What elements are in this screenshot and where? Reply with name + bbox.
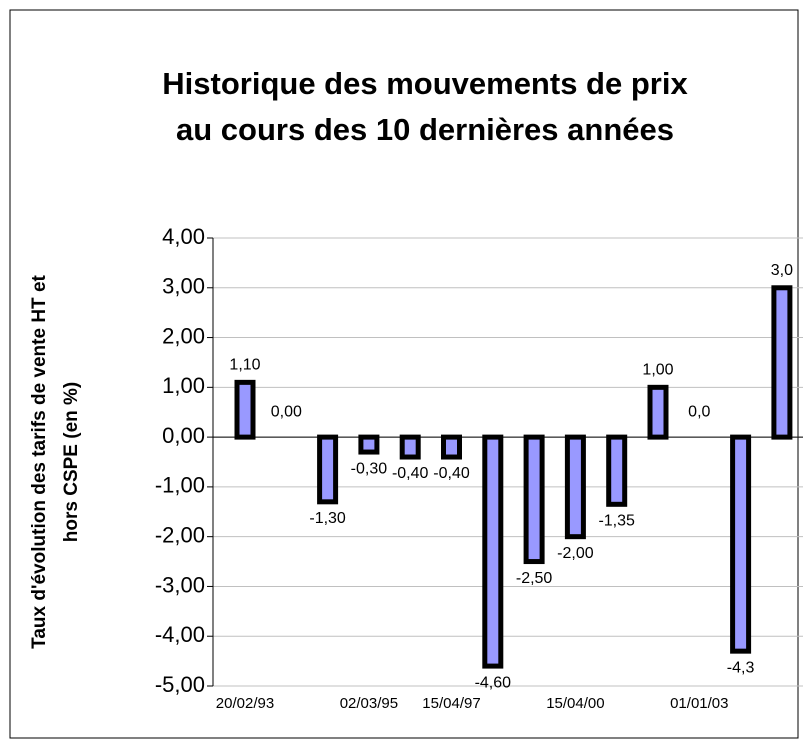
value-label: -1,35 <box>598 513 635 530</box>
bar <box>771 285 793 440</box>
bar <box>317 434 339 505</box>
y-tick-label: -2,00 <box>155 522 205 547</box>
value-label: -4,60 <box>475 674 512 691</box>
value-label: -1,30 <box>309 510 346 527</box>
y-axis-label-line: hors CSPE (en %) <box>61 382 82 542</box>
x-tick-label: 15/04/00 <box>546 695 604 712</box>
value-label: -0,40 <box>392 465 429 482</box>
y-axis-label: Taux d'évolution des tarifs de vente HT … <box>29 274 82 648</box>
y-axis-label-line: Taux d'évolution des tarifs de vente HT … <box>29 274 50 648</box>
value-label: 0,00 <box>271 403 302 420</box>
bar <box>606 434 628 507</box>
bar <box>647 384 669 440</box>
value-label: -0,30 <box>351 460 388 477</box>
bar <box>482 434 504 669</box>
bar <box>399 434 421 460</box>
y-tick-label: 2,00 <box>162 323 205 348</box>
y-tick-label: -5,00 <box>155 672 205 697</box>
x-tick-label: 20/02/93 <box>216 695 274 712</box>
bar <box>523 434 545 565</box>
value-label: -2,50 <box>516 570 553 587</box>
value-label: 3,0 <box>771 262 793 279</box>
chart-border <box>9 9 799 739</box>
value-label: -0,40 <box>433 465 470 482</box>
value-label: 1,00 <box>642 362 673 379</box>
bar <box>441 434 462 460</box>
chart-title: au cours des 10 dernières années <box>176 112 674 147</box>
bar <box>730 434 752 654</box>
value-label: 0,0 <box>688 403 710 420</box>
y-tick-label: 0,00 <box>162 423 205 448</box>
chart-title: Historique des mouvements de prix <box>162 66 688 101</box>
y-tick-label: -4,00 <box>155 622 205 647</box>
y-tick-label: 3,00 <box>162 274 205 299</box>
value-label: -4,3 <box>727 659 755 676</box>
value-label: 1,10 <box>229 357 260 374</box>
y-tick-label: 1,00 <box>162 373 205 398</box>
x-tick-label: 01/01/03 <box>670 695 728 712</box>
bar <box>234 379 256 440</box>
value-label: -2,00 <box>557 545 594 562</box>
bar <box>564 434 586 540</box>
bar <box>358 434 380 455</box>
y-tick-label: 4,00 <box>162 224 205 249</box>
x-tick-label: 02/03/95 <box>340 695 398 712</box>
y-tick-label: -3,00 <box>155 572 205 597</box>
y-tick-label: -1,00 <box>155 473 205 498</box>
x-tick-label: 15/04/97 <box>422 695 480 712</box>
